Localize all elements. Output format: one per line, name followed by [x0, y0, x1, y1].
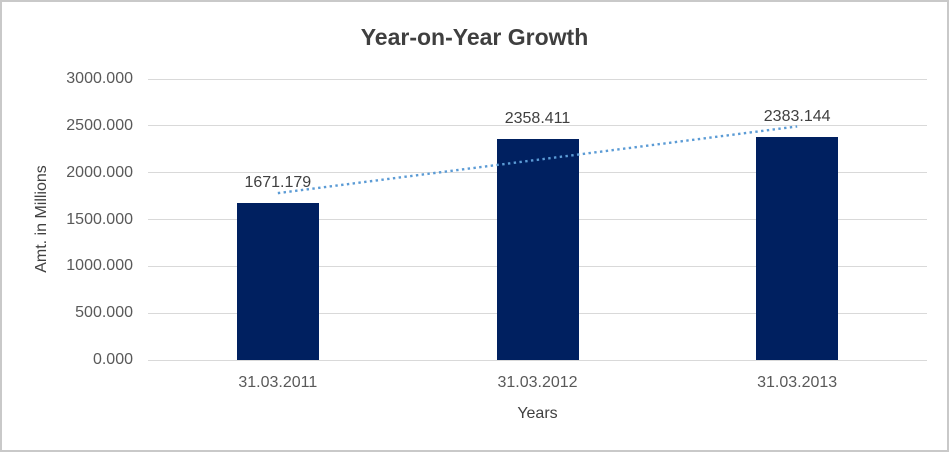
x-axis-title: Years — [517, 405, 558, 422]
x-tick-label: 31.03.2012 — [497, 374, 578, 391]
y-tick-label: 1000.000 — [66, 257, 133, 275]
data-label: 1671.179 — [244, 174, 312, 192]
data-label: 2358.411 — [504, 110, 571, 128]
y-tick-label: 500.000 — [75, 304, 133, 322]
y-tick-label: 2000.000 — [66, 163, 133, 181]
y-tick-label: 1500.000 — [66, 210, 133, 228]
gridline — [148, 78, 927, 80]
x-tick-label: 31.03.2013 — [757, 374, 838, 391]
bar-31.03.2013 — [756, 136, 839, 360]
chart-title: Year-on-Year Growth — [360, 24, 589, 50]
x-tick-label: 31.03.2011 — [238, 374, 318, 391]
bar-31.03.2012 — [496, 139, 579, 360]
y-tick-label: 2500.000 — [66, 116, 133, 134]
y-tick-label: 0.000 — [92, 351, 133, 368]
bar-31.03.2011 — [236, 203, 319, 360]
data-label: 2383.144 — [763, 107, 831, 125]
y-tick-label: 3000.000 — [66, 70, 133, 87]
gridline — [148, 359, 927, 361]
